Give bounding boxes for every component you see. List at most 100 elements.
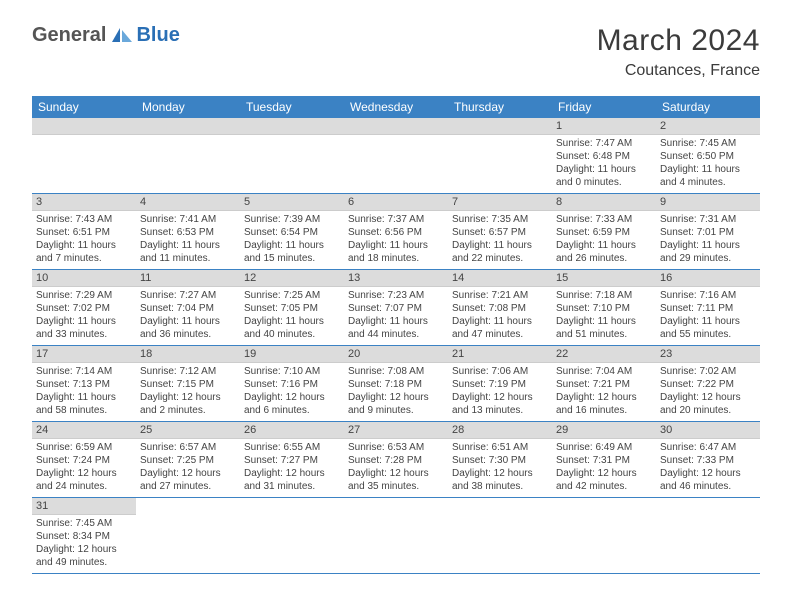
empty-cell <box>448 118 552 194</box>
day-number: 27 <box>344 422 448 439</box>
day-details: Sunrise: 7:04 AMSunset: 7:21 PMDaylight:… <box>552 363 656 421</box>
day-number: 8 <box>552 194 656 211</box>
calendar-row: 1Sunrise: 7:47 AMSunset: 6:48 PMDaylight… <box>32 118 760 194</box>
day-details: Sunrise: 6:53 AMSunset: 7:28 PMDaylight:… <box>344 439 448 497</box>
day-cell: 20Sunrise: 7:08 AMSunset: 7:18 PMDayligh… <box>344 346 448 422</box>
day-number: 24 <box>32 422 136 439</box>
day-number: 11 <box>136 270 240 287</box>
day-details: Sunrise: 6:49 AMSunset: 7:31 PMDaylight:… <box>552 439 656 497</box>
day-cell: 4Sunrise: 7:41 AMSunset: 6:53 PMDaylight… <box>136 194 240 270</box>
header: General Blue March 2024 Coutances, Franc… <box>32 24 760 80</box>
day-number: 14 <box>448 270 552 287</box>
weekday-header: Tuesday <box>240 96 344 118</box>
empty-cell <box>32 118 136 194</box>
sail-icon <box>106 26 136 46</box>
calendar-row: 17Sunrise: 7:14 AMSunset: 7:13 PMDayligh… <box>32 346 760 422</box>
empty-cell <box>344 498 448 574</box>
day-cell: 23Sunrise: 7:02 AMSunset: 7:22 PMDayligh… <box>656 346 760 422</box>
day-details: Sunrise: 7:12 AMSunset: 7:15 PMDaylight:… <box>136 363 240 421</box>
day-number: 25 <box>136 422 240 439</box>
day-number: 12 <box>240 270 344 287</box>
weekday-header: Monday <box>136 96 240 118</box>
day-details: Sunrise: 6:51 AMSunset: 7:30 PMDaylight:… <box>448 439 552 497</box>
logo-general: General <box>32 24 106 47</box>
calendar-row: 24Sunrise: 6:59 AMSunset: 7:24 PMDayligh… <box>32 422 760 498</box>
day-details: Sunrise: 7:27 AMSunset: 7:04 PMDaylight:… <box>136 287 240 345</box>
day-number: 22 <box>552 346 656 363</box>
day-details: Sunrise: 7:47 AMSunset: 6:48 PMDaylight:… <box>552 135 656 193</box>
day-details: Sunrise: 7:37 AMSunset: 6:56 PMDaylight:… <box>344 211 448 269</box>
day-details: Sunrise: 7:39 AMSunset: 6:54 PMDaylight:… <box>240 211 344 269</box>
empty-cell <box>448 498 552 574</box>
day-number: 2 <box>656 118 760 135</box>
empty-cell <box>344 118 448 194</box>
day-cell: 13Sunrise: 7:23 AMSunset: 7:07 PMDayligh… <box>344 270 448 346</box>
location: Coutances, France <box>597 62 760 80</box>
day-cell: 12Sunrise: 7:25 AMSunset: 7:05 PMDayligh… <box>240 270 344 346</box>
day-details: Sunrise: 7:31 AMSunset: 7:01 PMDaylight:… <box>656 211 760 269</box>
day-details: Sunrise: 6:57 AMSunset: 7:25 PMDaylight:… <box>136 439 240 497</box>
day-cell: 6Sunrise: 7:37 AMSunset: 6:56 PMDaylight… <box>344 194 448 270</box>
day-cell: 21Sunrise: 7:06 AMSunset: 7:19 PMDayligh… <box>448 346 552 422</box>
day-number: 13 <box>344 270 448 287</box>
day-details: Sunrise: 7:08 AMSunset: 7:18 PMDaylight:… <box>344 363 448 421</box>
day-cell: 5Sunrise: 7:39 AMSunset: 6:54 PMDaylight… <box>240 194 344 270</box>
weekday-header: Wednesday <box>344 96 448 118</box>
day-number: 21 <box>448 346 552 363</box>
day-number: 23 <box>656 346 760 363</box>
calendar-table: SundayMondayTuesdayWednesdayThursdayFrid… <box>32 96 760 574</box>
calendar-row: 31Sunrise: 7:45 AMSunset: 8:34 PMDayligh… <box>32 498 760 574</box>
day-cell: 3Sunrise: 7:43 AMSunset: 6:51 PMDaylight… <box>32 194 136 270</box>
calendar-row: 3Sunrise: 7:43 AMSunset: 6:51 PMDaylight… <box>32 194 760 270</box>
day-number: 30 <box>656 422 760 439</box>
title-block: March 2024 Coutances, France <box>597 24 760 80</box>
day-cell: 16Sunrise: 7:16 AMSunset: 7:11 PMDayligh… <box>656 270 760 346</box>
day-cell: 1Sunrise: 7:47 AMSunset: 6:48 PMDaylight… <box>552 118 656 194</box>
day-details: Sunrise: 7:02 AMSunset: 7:22 PMDaylight:… <box>656 363 760 421</box>
day-cell: 26Sunrise: 6:55 AMSunset: 7:27 PMDayligh… <box>240 422 344 498</box>
day-cell: 28Sunrise: 6:51 AMSunset: 7:30 PMDayligh… <box>448 422 552 498</box>
empty-daynum <box>240 118 344 135</box>
day-details: Sunrise: 6:55 AMSunset: 7:27 PMDaylight:… <box>240 439 344 497</box>
day-details: Sunrise: 7:10 AMSunset: 7:16 PMDaylight:… <box>240 363 344 421</box>
day-details: Sunrise: 7:35 AMSunset: 6:57 PMDaylight:… <box>448 211 552 269</box>
logo: General Blue <box>32 24 180 47</box>
day-number: 3 <box>32 194 136 211</box>
day-number: 20 <box>344 346 448 363</box>
day-cell: 14Sunrise: 7:21 AMSunset: 7:08 PMDayligh… <box>448 270 552 346</box>
day-cell: 24Sunrise: 6:59 AMSunset: 7:24 PMDayligh… <box>32 422 136 498</box>
weekday-header: Sunday <box>32 96 136 118</box>
day-cell: 25Sunrise: 6:57 AMSunset: 7:25 PMDayligh… <box>136 422 240 498</box>
weekday-header: Friday <box>552 96 656 118</box>
day-cell: 7Sunrise: 7:35 AMSunset: 6:57 PMDaylight… <box>448 194 552 270</box>
empty-cell <box>240 498 344 574</box>
day-details: Sunrise: 7:41 AMSunset: 6:53 PMDaylight:… <box>136 211 240 269</box>
day-cell: 11Sunrise: 7:27 AMSunset: 7:04 PMDayligh… <box>136 270 240 346</box>
day-number: 10 <box>32 270 136 287</box>
day-details: Sunrise: 7:23 AMSunset: 7:07 PMDaylight:… <box>344 287 448 345</box>
day-details: Sunrise: 7:18 AMSunset: 7:10 PMDaylight:… <box>552 287 656 345</box>
day-number: 31 <box>32 498 136 515</box>
day-details: Sunrise: 7:14 AMSunset: 7:13 PMDaylight:… <box>32 363 136 421</box>
empty-daynum <box>344 118 448 135</box>
calendar-row: 10Sunrise: 7:29 AMSunset: 7:02 PMDayligh… <box>32 270 760 346</box>
empty-daynum <box>448 118 552 135</box>
calendar-body: 1Sunrise: 7:47 AMSunset: 6:48 PMDaylight… <box>32 118 760 574</box>
day-details: Sunrise: 7:45 AMSunset: 6:50 PMDaylight:… <box>656 135 760 193</box>
empty-cell <box>136 118 240 194</box>
day-cell: 27Sunrise: 6:53 AMSunset: 7:28 PMDayligh… <box>344 422 448 498</box>
day-details: Sunrise: 6:47 AMSunset: 7:33 PMDaylight:… <box>656 439 760 497</box>
day-cell: 2Sunrise: 7:45 AMSunset: 6:50 PMDaylight… <box>656 118 760 194</box>
day-cell: 22Sunrise: 7:04 AMSunset: 7:21 PMDayligh… <box>552 346 656 422</box>
day-details: Sunrise: 7:25 AMSunset: 7:05 PMDaylight:… <box>240 287 344 345</box>
day-cell: 30Sunrise: 6:47 AMSunset: 7:33 PMDayligh… <box>656 422 760 498</box>
empty-cell <box>656 498 760 574</box>
day-details: Sunrise: 7:06 AMSunset: 7:19 PMDaylight:… <box>448 363 552 421</box>
day-cell: 31Sunrise: 7:45 AMSunset: 8:34 PMDayligh… <box>32 498 136 574</box>
day-details: Sunrise: 7:43 AMSunset: 6:51 PMDaylight:… <box>32 211 136 269</box>
day-cell: 8Sunrise: 7:33 AMSunset: 6:59 PMDaylight… <box>552 194 656 270</box>
day-details: Sunrise: 7:45 AMSunset: 8:34 PMDaylight:… <box>32 515 136 573</box>
day-number: 1 <box>552 118 656 135</box>
day-number: 17 <box>32 346 136 363</box>
day-number: 7 <box>448 194 552 211</box>
